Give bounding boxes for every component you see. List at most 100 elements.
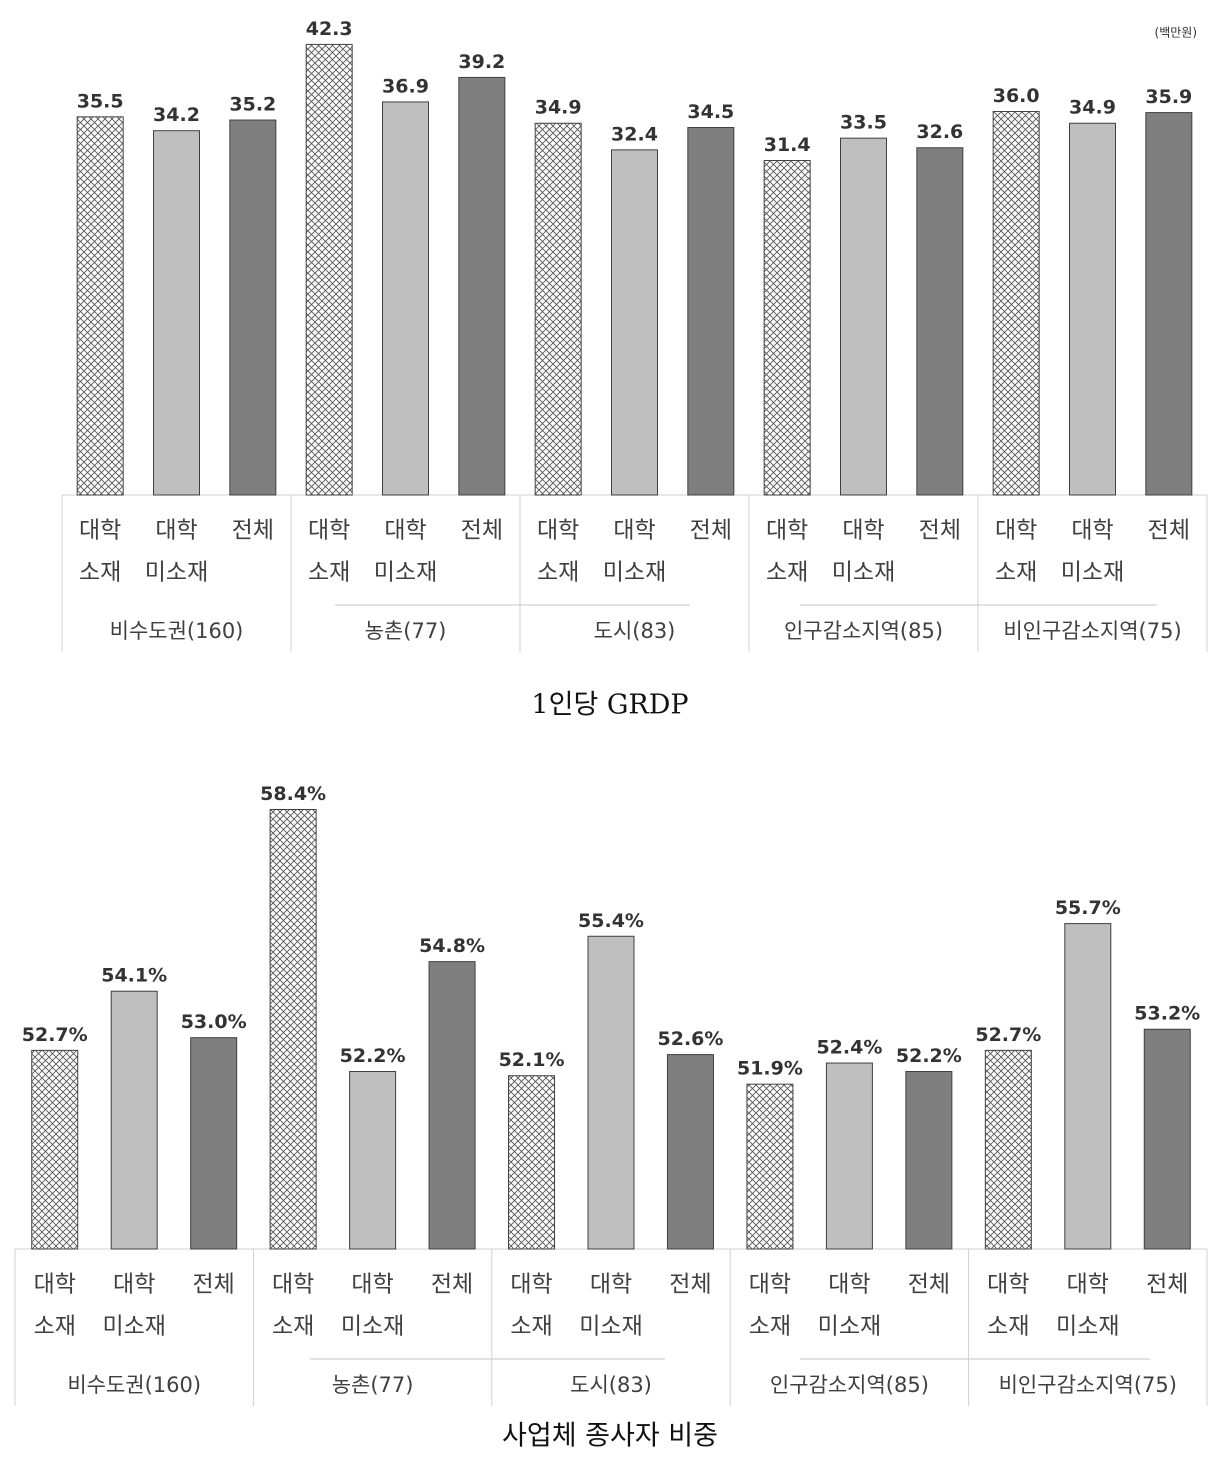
category-label: 소재 bbox=[995, 560, 1037, 586]
category-label: 미소재 bbox=[374, 560, 437, 586]
group-label: 도시(83) bbox=[594, 619, 676, 643]
value-label: 53.2% bbox=[1134, 1003, 1200, 1025]
value-label: 52.2% bbox=[340, 1045, 406, 1067]
group-label: 도시(83) bbox=[570, 1373, 652, 1397]
group-label: 농촌(77) bbox=[365, 619, 447, 643]
category-label: 대학 bbox=[537, 518, 579, 544]
value-label: 54.1% bbox=[101, 965, 167, 987]
value-label: 55.4% bbox=[578, 910, 644, 932]
category-label: 전체 bbox=[232, 518, 274, 544]
value-label: 52.6% bbox=[658, 1028, 724, 1050]
bar bbox=[305, 43, 353, 496]
bar bbox=[1143, 1028, 1191, 1250]
bar bbox=[153, 130, 200, 496]
bar bbox=[763, 160, 811, 496]
category-label: 미소재 bbox=[145, 560, 208, 586]
value-label: 34.5 bbox=[687, 101, 734, 123]
category-label: 대학 bbox=[351, 1272, 393, 1298]
bar bbox=[587, 935, 635, 1250]
value-label: 34.9 bbox=[1069, 97, 1116, 119]
category-label: 소재 bbox=[272, 1314, 314, 1340]
category-label: 대학 bbox=[590, 1272, 632, 1298]
value-label: 34.2 bbox=[153, 104, 200, 126]
bar bbox=[428, 961, 476, 1250]
value-label: 33.5 bbox=[840, 112, 887, 134]
category-label: 미소재 bbox=[1061, 560, 1124, 586]
category-label: 대학 bbox=[749, 1272, 791, 1298]
value-label: 52.7% bbox=[22, 1024, 88, 1046]
category-label: 대학 bbox=[842, 518, 884, 544]
category-label: 미소재 bbox=[1056, 1314, 1119, 1340]
bar bbox=[458, 76, 506, 496]
bar bbox=[840, 137, 887, 496]
value-label: 39.2 bbox=[458, 51, 505, 73]
unit-label: (백만원) bbox=[1155, 26, 1197, 40]
category-label: 미소재 bbox=[341, 1314, 404, 1340]
bar bbox=[687, 127, 735, 496]
category-label: 미소재 bbox=[579, 1314, 642, 1340]
bar bbox=[190, 1037, 238, 1250]
bar bbox=[666, 1054, 714, 1250]
bar bbox=[905, 1071, 953, 1250]
value-label: 52.1% bbox=[499, 1049, 565, 1071]
bar bbox=[269, 808, 317, 1250]
category-label: 대학 bbox=[34, 1272, 76, 1298]
chart-title: 사업체 종사자 비중 bbox=[502, 1421, 718, 1452]
value-label: 55.7% bbox=[1055, 897, 1121, 919]
value-label: 51.9% bbox=[737, 1058, 803, 1080]
category-label: 전체 bbox=[1148, 518, 1190, 544]
value-label: 36.9 bbox=[382, 75, 429, 97]
category-label: 대학 bbox=[384, 518, 426, 544]
category-label: 전체 bbox=[431, 1272, 473, 1298]
category-label: 미소재 bbox=[818, 1314, 881, 1340]
category-label: 미소재 bbox=[832, 560, 895, 586]
bar bbox=[992, 111, 1040, 496]
bar bbox=[1145, 112, 1193, 496]
category-label: 소재 bbox=[79, 560, 121, 586]
bar bbox=[76, 116, 124, 496]
value-label: 52.4% bbox=[816, 1037, 882, 1059]
group-label: 인구감소지역(85) bbox=[770, 1373, 929, 1397]
bar bbox=[110, 990, 158, 1250]
group-label: 비수도권(160) bbox=[110, 619, 244, 643]
category-label: 전체 bbox=[919, 518, 961, 544]
bar bbox=[382, 101, 429, 496]
category-label: 전체 bbox=[461, 518, 503, 544]
value-label: 36.0 bbox=[993, 85, 1040, 107]
value-label: 32.6 bbox=[916, 121, 963, 143]
value-label: 35.5 bbox=[77, 90, 124, 112]
category-label: 대학 bbox=[510, 1272, 552, 1298]
value-label: 52.2% bbox=[896, 1045, 962, 1067]
bar bbox=[1069, 122, 1116, 496]
category-label: 미소재 bbox=[102, 1314, 165, 1340]
group-label: 비인구감소지역(75) bbox=[999, 1373, 1177, 1397]
category-label: 대학 bbox=[613, 518, 655, 544]
group-label: 비수도권(160) bbox=[67, 1373, 201, 1397]
bar bbox=[746, 1083, 794, 1250]
chart-title: 1인당 GRDP bbox=[531, 690, 688, 721]
category-label: 소재 bbox=[766, 560, 808, 586]
bar bbox=[349, 1071, 397, 1250]
category-label: 전체 bbox=[193, 1272, 235, 1298]
group-label: 인구감소지역(85) bbox=[784, 619, 943, 643]
category-label: 대학 bbox=[308, 518, 350, 544]
category-label: 소재 bbox=[308, 560, 350, 586]
value-label: 53.0% bbox=[181, 1011, 247, 1033]
bar bbox=[534, 122, 582, 496]
category-label: 소재 bbox=[537, 560, 579, 586]
value-label: 34.9 bbox=[535, 97, 582, 119]
value-label: 31.4 bbox=[764, 134, 811, 156]
category-label: 소재 bbox=[510, 1314, 552, 1340]
category-label: 대학 bbox=[995, 518, 1037, 544]
value-label: 35.9 bbox=[1145, 86, 1192, 108]
category-label: 대학 bbox=[1071, 518, 1113, 544]
value-label: 58.4% bbox=[260, 783, 326, 805]
bar bbox=[31, 1049, 79, 1250]
bar bbox=[1064, 923, 1112, 1250]
category-label: 대학 bbox=[766, 518, 808, 544]
category-label: 대학 bbox=[155, 518, 197, 544]
category-label: 전체 bbox=[690, 518, 732, 544]
value-label: 54.8% bbox=[419, 935, 485, 957]
category-label: 대학 bbox=[272, 1272, 314, 1298]
